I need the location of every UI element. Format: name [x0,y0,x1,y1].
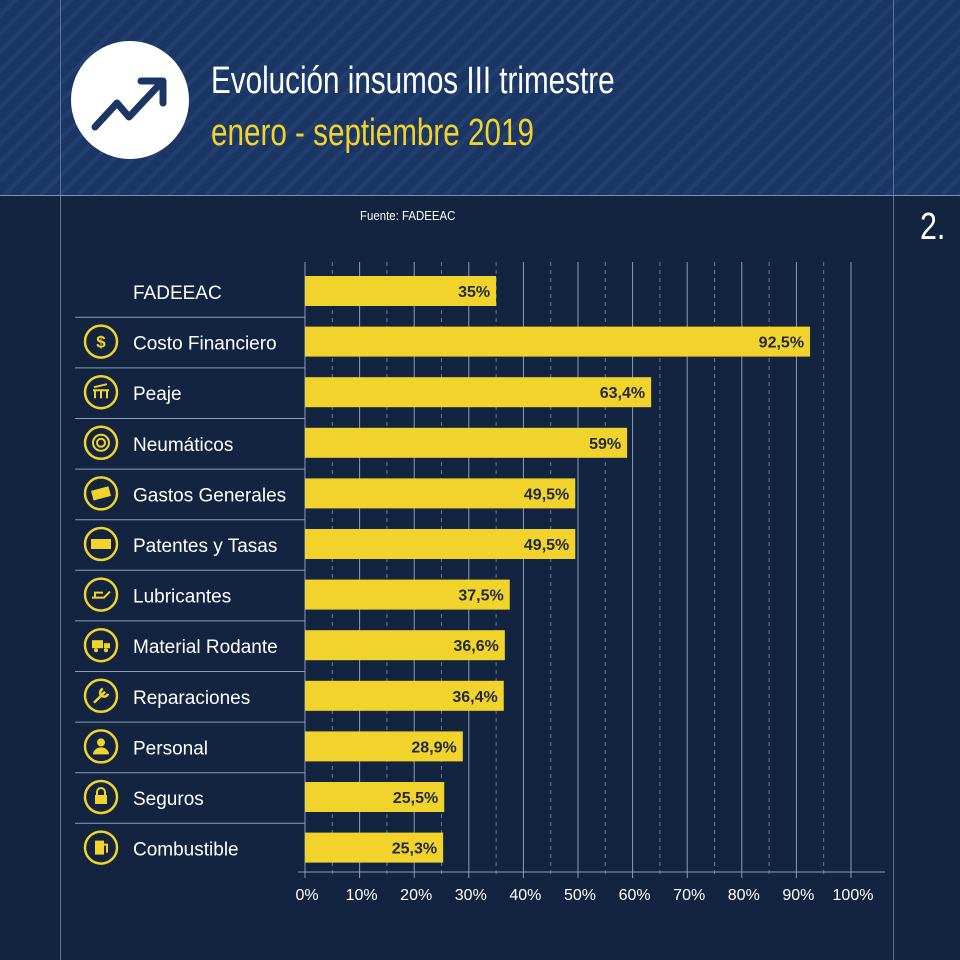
x-tick-label: 70% [673,887,705,904]
x-tick-label: 20% [400,887,432,904]
wrench-icon [83,678,119,714]
bar [305,377,652,408]
data-label: 25,5% [393,790,438,807]
page-number: 2. [920,206,946,248]
license-plate-icon [83,526,119,562]
x-tick-label: 50% [564,887,596,904]
header-divider [0,195,960,196]
bar [305,731,463,762]
x-tick-label: 100% [833,887,874,904]
dollar-icon: $ [83,324,119,359]
lock-icon [83,779,119,815]
banknote-icon [83,476,119,511]
person-icon [83,729,119,764]
data-label: 63,4% [600,385,645,402]
x-tick-label: 60% [619,887,651,904]
category-label: Gastos Generales [133,485,286,506]
data-label: 35% [458,284,490,301]
category-label: Peaje [133,384,182,405]
category-label: Neumáticos [133,435,233,456]
category-label: FADEEAC [133,283,222,304]
data-label: 49,5% [524,537,569,554]
bar [305,276,497,306]
bar [305,579,510,610]
bar [305,630,505,661]
source-note: Fuente: FADEEAC [360,208,456,223]
bar [305,427,628,458]
bar [305,326,811,357]
data-label: 92,5% [759,335,804,352]
data-label: 36,4% [452,689,497,706]
truck-icon [83,627,119,663]
fuel-pump-icon [83,830,119,865]
x-tick-label: 80% [728,887,760,904]
bar [305,832,444,863]
data-label: 36,6% [453,638,498,655]
frame-line-left [60,0,61,960]
data-label: 37,5% [458,588,503,605]
bar [305,782,445,812]
tire-icon [83,425,119,461]
bar [305,529,576,559]
oil-can-icon [83,577,119,612]
trending-up-icon [71,41,189,159]
category-label: Patentes y Tasas [133,536,277,557]
category-label: Personal [133,738,208,759]
x-tick-label: 10% [346,887,378,904]
category-label: Combustible [133,840,239,861]
page-title: Evolución insumos III trimestre [211,60,615,102]
x-tick-label: 40% [509,887,541,904]
data-label: 59% [589,436,621,453]
x-tick-label: 90% [782,887,814,904]
toll-booth-icon [83,374,119,410]
page-subtitle: enero - septiembre 2019 [211,112,534,154]
category-label: Material Rodante [133,637,278,658]
x-tick-label: 0% [295,887,318,904]
category-label: Reparaciones [133,688,250,709]
category-label: Seguros [133,789,204,810]
bar [305,478,576,509]
data-label: 49,5% [524,486,569,503]
frame-line-right [893,0,894,960]
data-label: 25,3% [392,841,437,858]
bar [305,680,504,711]
data-label: 28,9% [411,739,456,756]
category-label: Lubricantes [133,587,231,608]
x-tick-label: 30% [455,887,487,904]
svg-text:$: $ [96,333,106,352]
category-label: Costo Financiero [133,334,277,355]
